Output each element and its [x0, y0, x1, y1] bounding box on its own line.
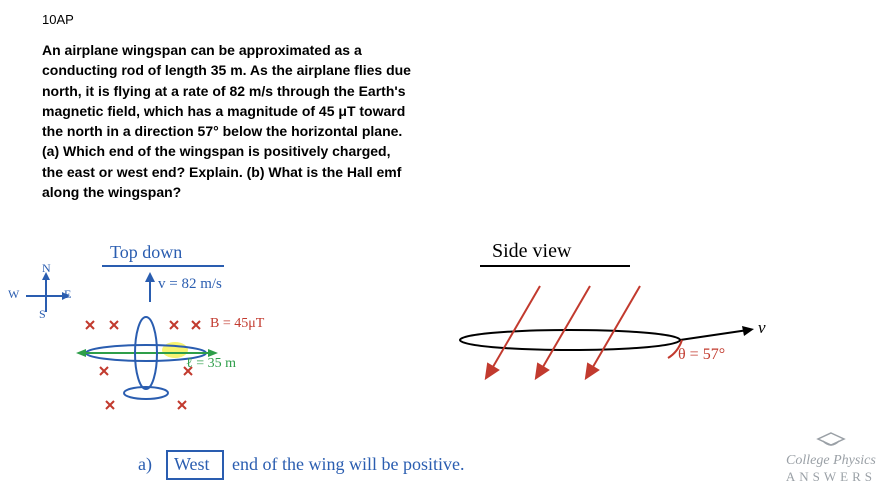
brand-logo: College Physics ANSWERS — [786, 431, 876, 485]
top-down-title: Top down — [110, 242, 182, 263]
velocity-label: v = 82 m/s — [158, 276, 222, 293]
length-label: ℓ = 35 m — [186, 356, 236, 372]
problem-prompt: An airplane wingspan can be approximated… — [42, 40, 412, 202]
answer-part-label: a) — [138, 454, 152, 475]
angle-label: θ = 57° — [678, 346, 725, 364]
question-number: 10AP — [42, 12, 74, 27]
logo-line1: College Physics — [786, 453, 876, 469]
compass-e: E — [64, 287, 71, 302]
logo-line2: ANSWERS — [786, 469, 876, 485]
field-label: B = 45μT — [210, 316, 264, 332]
answer-key: West — [174, 454, 210, 475]
side-view-sketch — [430, 278, 790, 398]
side-v-label: v — [758, 318, 766, 338]
mortarboard-icon — [816, 431, 846, 451]
answer-text: end of the wing will be positive. — [232, 454, 464, 475]
compass-s: S — [39, 307, 46, 322]
compass-n: N — [42, 261, 51, 276]
compass-w: W — [8, 287, 19, 302]
top-down-underline — [102, 264, 232, 270]
velocity-arrow-icon — [140, 272, 160, 306]
side-view-underline — [480, 264, 640, 270]
side-view-title: Side view — [492, 240, 571, 263]
